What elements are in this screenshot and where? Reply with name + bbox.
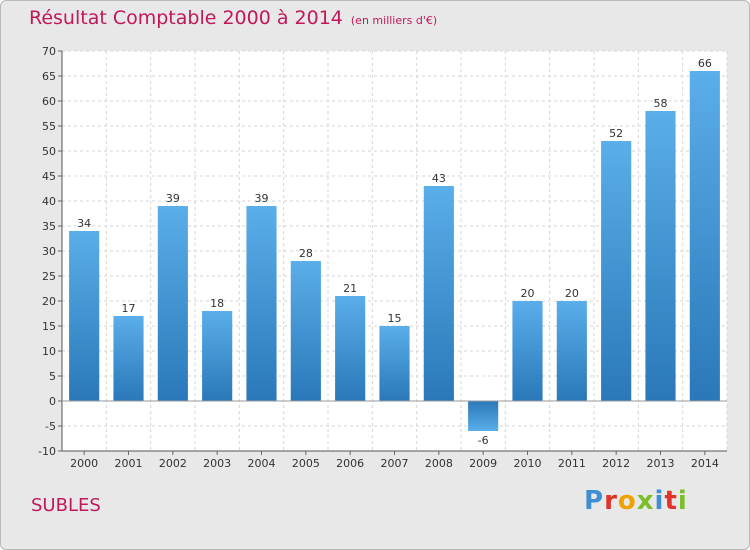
bar [601, 141, 632, 401]
logo-letter: r [604, 486, 618, 516]
chart-subtitle: (en milliers d'€) [350, 14, 438, 27]
data-label: 18 [210, 297, 224, 310]
proxiti-logo: Proxiti [584, 486, 688, 516]
logo-letter: o [617, 486, 637, 516]
data-label: 20 [521, 287, 535, 300]
data-label: 17 [122, 302, 136, 315]
y-tick-label: 60 [42, 95, 56, 108]
axes [58, 50, 727, 455]
bar [423, 186, 454, 401]
logo-letter: i [654, 486, 665, 516]
y-tick-label: 45 [42, 170, 56, 183]
data-label: 34 [77, 217, 91, 230]
bar [468, 401, 499, 431]
bars [69, 71, 720, 431]
data-label: 58 [654, 97, 668, 110]
y-tick-label: 20 [42, 295, 56, 308]
bar [246, 206, 277, 401]
bar [290, 261, 321, 401]
logo-letter: x [636, 486, 655, 516]
labels: -10 -5 0 5 10 15 20 25 30 35 40 45 50 55 60 65 70 34 2000 1… [38, 45, 719, 470]
x-tick-label: 2011 [558, 457, 586, 470]
logo-letter: i [677, 486, 688, 516]
data-label: -6 [478, 434, 489, 447]
x-tick-label: 2012 [602, 457, 630, 470]
data-label: 52 [609, 127, 623, 140]
data-label: 66 [698, 57, 712, 70]
x-tick-label: 2003 [203, 457, 231, 470]
x-tick-label: 2010 [514, 457, 542, 470]
bar [69, 231, 100, 401]
x-tick-label: 2007 [381, 457, 409, 470]
y-tick-label: 50 [42, 145, 56, 158]
bar [335, 296, 366, 401]
y-tick-label: 55 [42, 120, 56, 133]
logo-letter: P [584, 486, 605, 516]
logo-letter: t [664, 486, 678, 516]
bar [556, 301, 587, 401]
bar [689, 71, 720, 401]
chart-title-text: Résultat Comptable 2000 à 2014 [29, 7, 343, 29]
x-tick-label: 2006 [336, 457, 364, 470]
bar [379, 326, 410, 401]
y-tick-label: -10 [38, 445, 56, 458]
data-label: 21 [343, 282, 357, 295]
y-tick-label: 10 [42, 345, 56, 358]
bar [157, 206, 188, 401]
data-label: 39 [255, 192, 269, 205]
y-tick-label: 30 [42, 245, 56, 258]
x-tick-label: 2004 [248, 457, 276, 470]
x-tick-label: 2001 [115, 457, 143, 470]
data-label: 20 [565, 287, 579, 300]
y-tick-label: 5 [49, 370, 56, 383]
y-tick-label: 15 [42, 320, 56, 333]
bar [113, 316, 144, 401]
y-tick-label: 0 [49, 395, 56, 408]
y-tick-label: 35 [42, 220, 56, 233]
bar [512, 301, 543, 401]
x-tick-label: 2005 [292, 457, 320, 470]
data-label: 15 [388, 312, 402, 325]
x-tick-label: 2009 [469, 457, 497, 470]
x-tick-label: 2002 [159, 457, 187, 470]
data-label: 43 [432, 172, 446, 185]
y-tick-label: 65 [42, 70, 56, 83]
data-label: 39 [166, 192, 180, 205]
bar [645, 111, 676, 401]
commune-name: SUBLES [31, 495, 101, 516]
x-tick-label: 2008 [425, 457, 453, 470]
x-tick-label: 2014 [691, 457, 719, 470]
data-label: 28 [299, 247, 313, 260]
x-tick-label: 2013 [647, 457, 675, 470]
y-tick-label: -5 [45, 420, 56, 433]
y-tick-label: 70 [42, 45, 56, 58]
bar [202, 311, 233, 401]
x-tick-label: 2000 [70, 457, 98, 470]
y-tick-label: 25 [42, 270, 56, 283]
y-tick-label: 40 [42, 195, 56, 208]
chart-title: Résultat Comptable 2000 à 2014 (en millie… [29, 7, 437, 29]
